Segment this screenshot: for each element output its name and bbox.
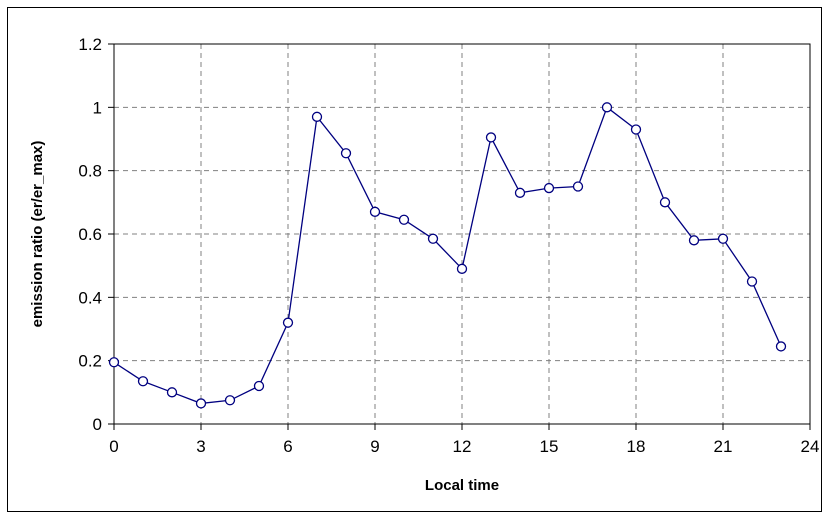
data-point <box>630 124 642 135</box>
data-point <box>456 263 468 274</box>
y-tick-label: 0.8 <box>78 162 102 181</box>
data-point <box>137 376 149 387</box>
y-tick-label: 0 <box>93 415 102 434</box>
data-point <box>659 197 671 208</box>
data-point <box>369 206 381 217</box>
x-tick-label: 3 <box>196 437 205 456</box>
x-tick-label: 12 <box>453 437 472 456</box>
series-line <box>113 106 782 405</box>
y-axis-title: emission ratio (er/er_max) <box>29 141 46 328</box>
data-point <box>601 102 613 113</box>
x-tick-label: 6 <box>283 437 292 456</box>
axis-ticks: 0 3 6 9 12 15 18 21 24 0 0.2 0.4 0.6 0.8 1 1.2 <box>78 35 819 456</box>
data-point <box>572 181 584 192</box>
y-tick-label: 0.6 <box>78 225 102 244</box>
chart-frame: 0 3 6 9 12 15 18 21 24 0 0.2 0.4 0.6 0.8 1 1.2 Local ti… <box>7 7 822 512</box>
x-tick-label: 24 <box>801 437 820 456</box>
data-point <box>427 233 439 244</box>
x-tick-label: 9 <box>370 437 379 456</box>
x-tick-label: 15 <box>540 437 559 456</box>
data-point <box>108 357 120 368</box>
data-point <box>746 276 758 287</box>
data-point <box>717 233 729 244</box>
grid <box>114 44 810 424</box>
x-tick-label: 0 <box>109 437 118 456</box>
data-point <box>340 148 352 159</box>
data-point <box>253 380 265 392</box>
y-tick-label: 0.2 <box>78 352 102 371</box>
data-point <box>282 317 294 328</box>
data-point <box>224 395 236 406</box>
data-point <box>166 387 178 398</box>
y-tick-label: 1 <box>93 98 102 117</box>
x-axis-title: Local time <box>425 477 499 494</box>
data-point <box>485 132 497 143</box>
y-tick-label: 0.4 <box>78 288 102 307</box>
x-tick-label: 21 <box>714 437 733 456</box>
y-tick-label: 1.2 <box>78 35 102 54</box>
series-layer <box>108 102 787 409</box>
data-point <box>514 187 526 198</box>
x-tick-label: 18 <box>627 437 646 456</box>
data-point <box>775 341 787 352</box>
data-point <box>543 182 555 194</box>
data-point <box>688 235 700 246</box>
line-chart: 0 3 6 9 12 15 18 21 24 0 0.2 0.4 0.6 0.8 1 1.2 Local ti… <box>29 35 819 494</box>
data-point <box>311 111 323 122</box>
data-point <box>398 214 410 225</box>
data-point <box>195 398 207 409</box>
